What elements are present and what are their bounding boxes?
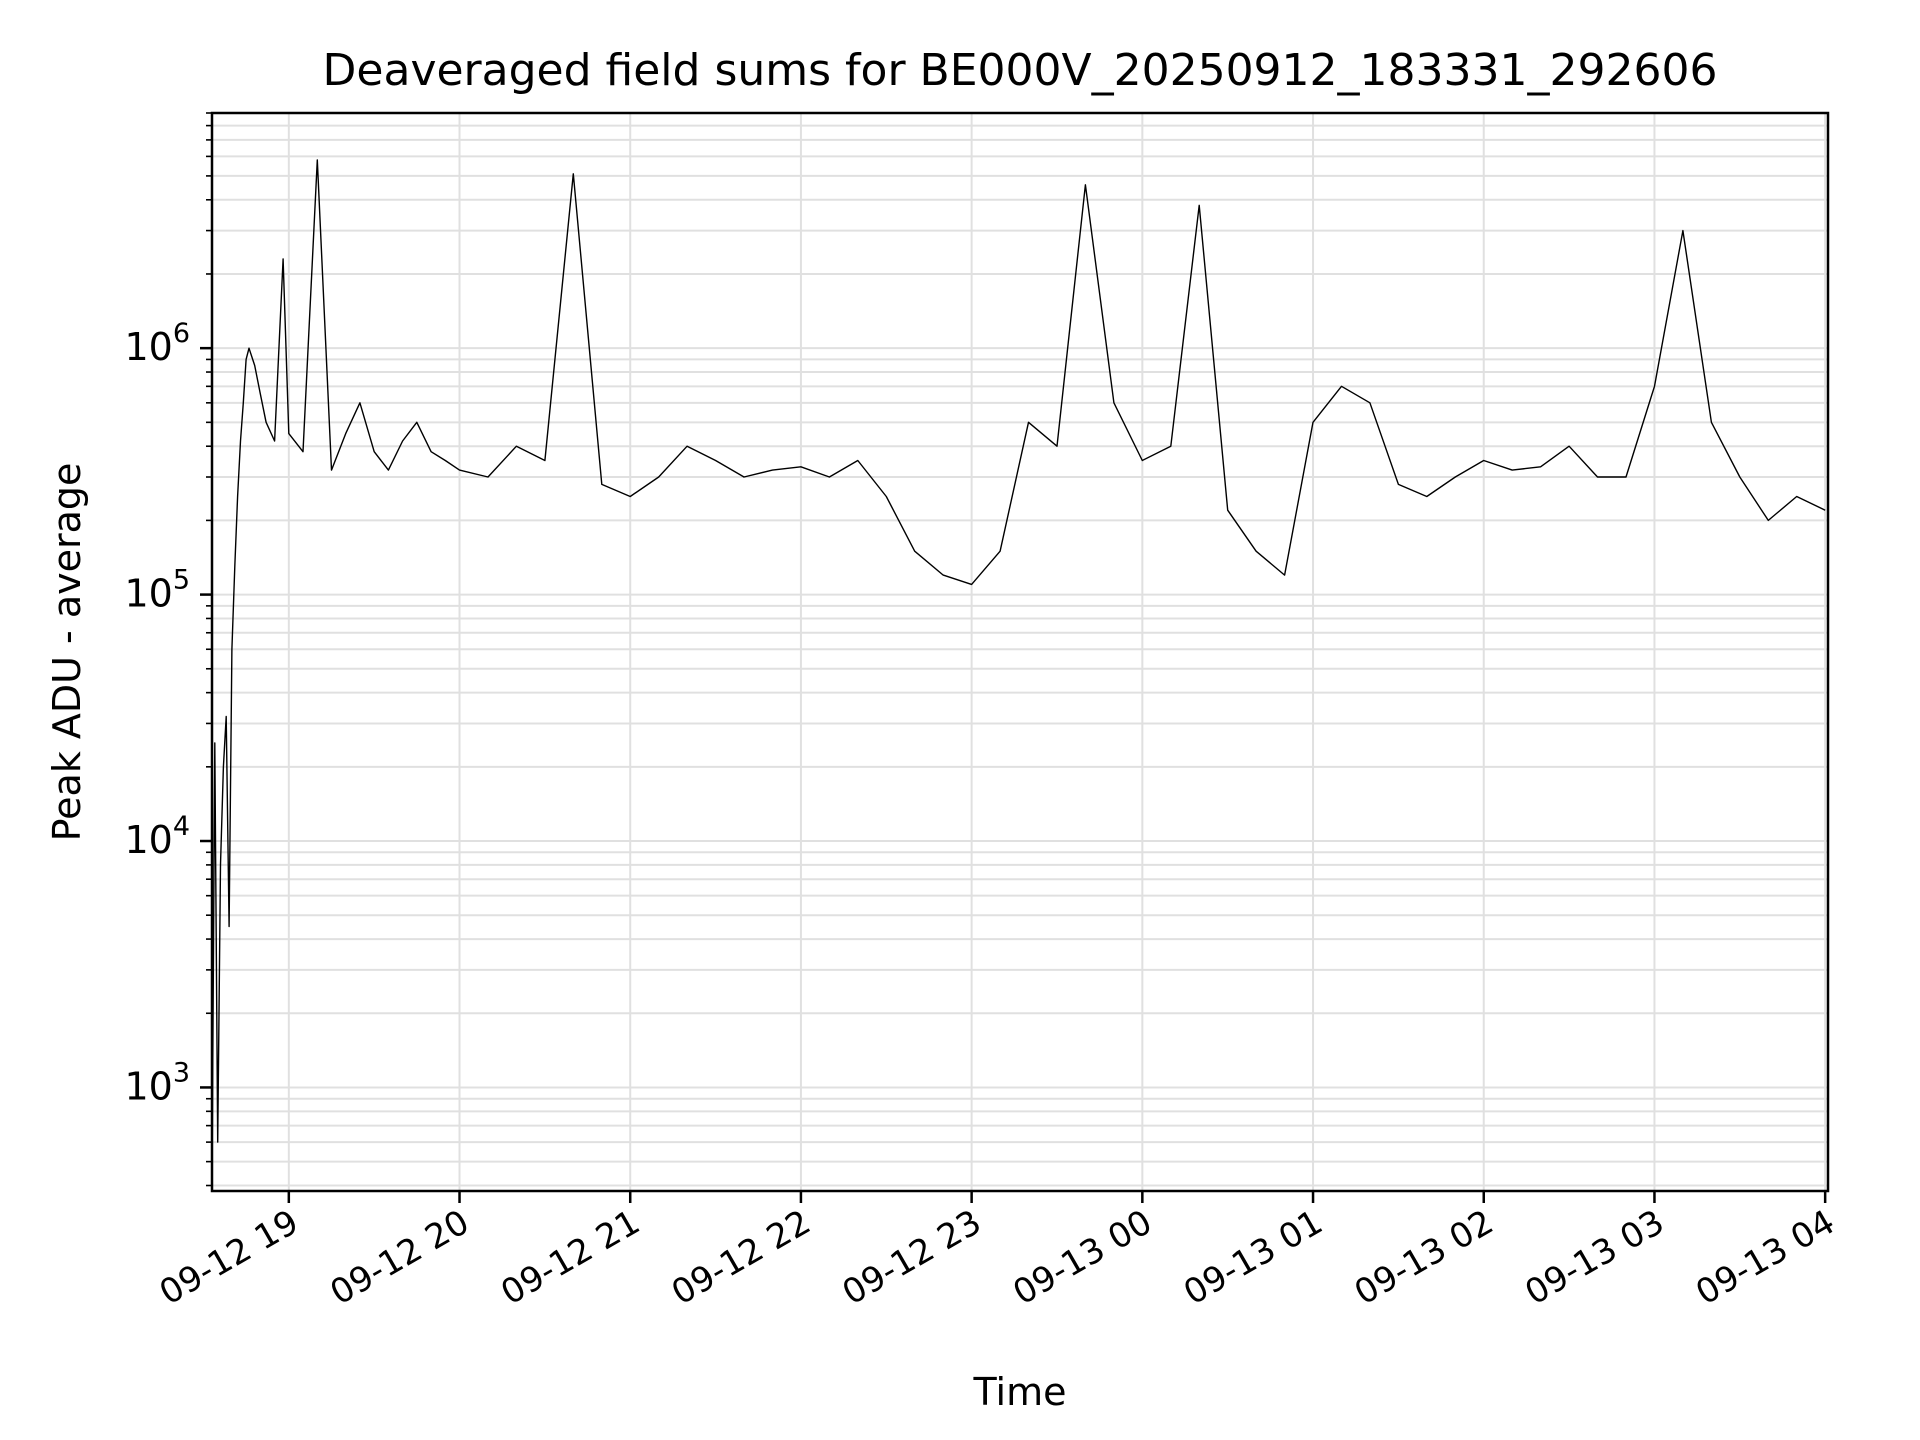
y-tick-label: 103	[124, 1057, 190, 1108]
series-line	[211, 159, 1826, 1186]
plot-frame	[210, 111, 1830, 1193]
y-tick-base: 10	[124, 818, 172, 862]
y-tick-base: 10	[124, 325, 172, 369]
y-tick-label: 105	[124, 565, 190, 616]
y-tick-exponent: 4	[173, 811, 190, 842]
y-tick-label: 104	[124, 811, 190, 862]
y-tick-base: 10	[124, 572, 172, 616]
y-axis-label: Peak ADU - average	[45, 463, 89, 842]
y-tick-base: 10	[124, 1064, 172, 1108]
grid-lines	[212, 112, 1828, 1191]
x-axis-label: Time	[973, 1370, 1067, 1414]
chart-title: Deaveraged field sums for BE000V_2025091…	[323, 45, 1718, 96]
series-layer	[211, 159, 1826, 1186]
y-tick-exponent: 3	[173, 1057, 190, 1088]
y-tick-label: 106	[124, 318, 190, 369]
y-tick-exponent: 5	[173, 565, 190, 596]
y-tick-exponent: 6	[173, 318, 190, 349]
